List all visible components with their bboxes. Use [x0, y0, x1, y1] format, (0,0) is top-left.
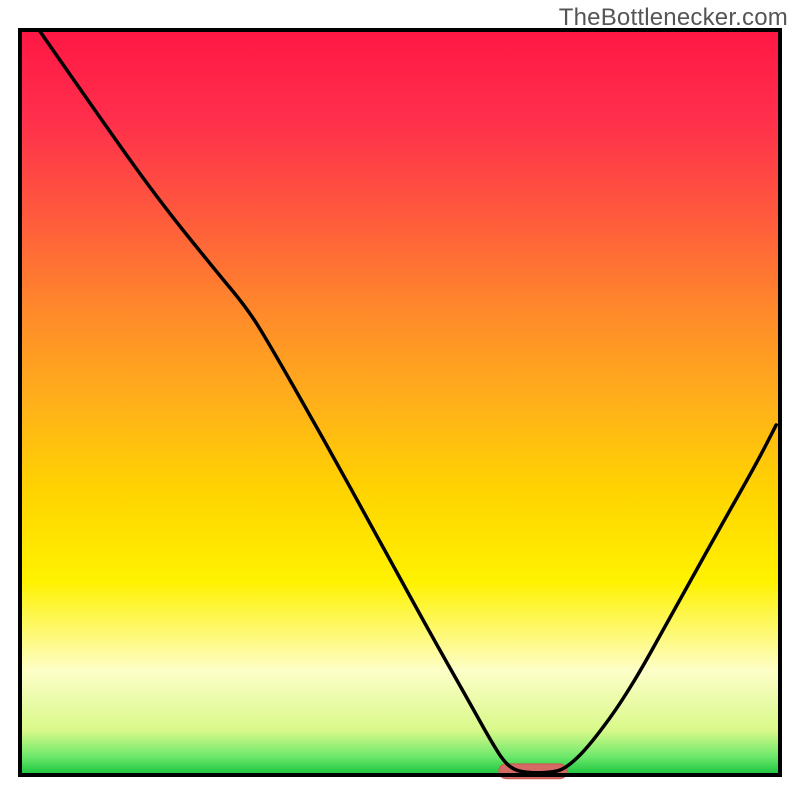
chart-container: TheBottlenecker.com [0, 0, 800, 800]
chart-svg [0, 0, 800, 800]
plot-background [20, 30, 780, 775]
watermark-text: TheBottlenecker.com [559, 4, 788, 32]
